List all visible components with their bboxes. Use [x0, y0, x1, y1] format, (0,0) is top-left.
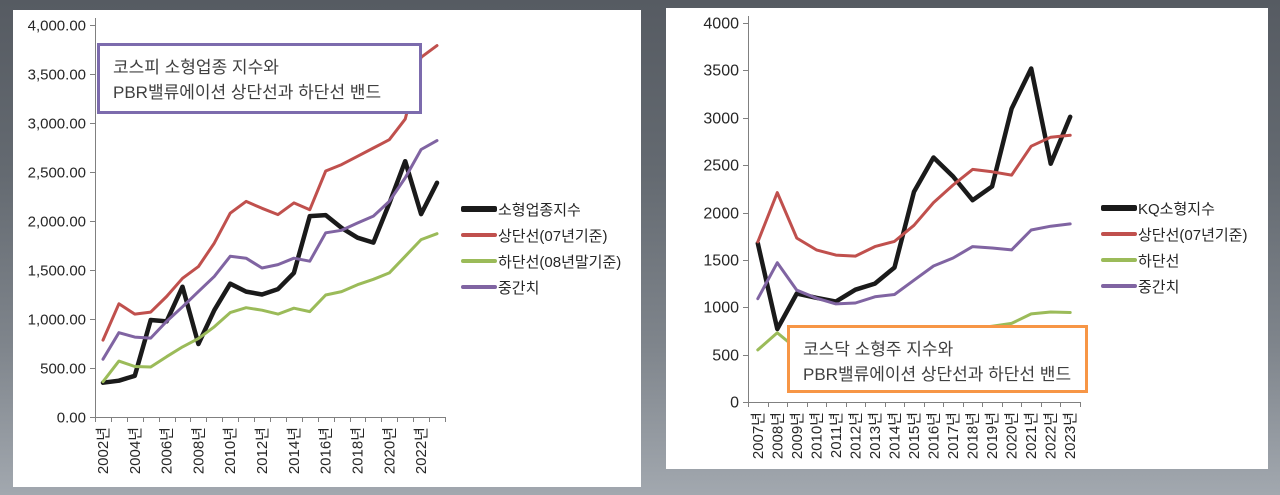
x-tick-label: 2009년	[789, 412, 806, 459]
x-tick-label: 2022년	[1043, 412, 1060, 459]
axes	[748, 16, 1080, 403]
legend-label: 상단선(07년기준)	[498, 227, 608, 245]
annotation-line1: 코스닥 소형주 지수와	[803, 340, 954, 359]
kosdaq-annotation-box: 코스닥 소형주 지수와 PBR밸류에이션 상단선과 하단선 밴드	[787, 325, 1088, 393]
y-tick-label: 500	[712, 348, 739, 365]
y-tick-label: 2,500.00	[28, 165, 86, 182]
x-tick-label: 2021년	[1023, 412, 1040, 459]
series-line-0	[100, 158, 440, 385]
x-tick-label: 2006년	[159, 427, 176, 474]
y-tick-label: 0	[730, 395, 739, 412]
x-axis-ticks	[95, 417, 446, 422]
legend-line-swatch	[1101, 284, 1137, 288]
x-tick-label: 2020년	[381, 427, 398, 474]
y-tick-label: 1,500.00	[28, 263, 86, 280]
y-tick-label: 3,500.00	[28, 67, 86, 84]
x-tick-label: 2007년	[750, 412, 767, 459]
x-tick-label: 2018년	[965, 412, 982, 459]
x-axis-ticks	[748, 402, 1081, 407]
x-tick-label: 2014년	[286, 427, 303, 474]
y-tick-label: 2,000.00	[28, 214, 86, 231]
legend-line-swatch	[1101, 232, 1137, 236]
x-tick-label: 2017년	[945, 412, 962, 459]
y-tick-label: 500.00	[40, 361, 86, 378]
x-tick-label: 2023년	[1062, 412, 1079, 459]
legend-item-3: 중간치	[1101, 273, 1247, 299]
legend-item-1: 상단선(07년기준)	[461, 222, 621, 248]
y-axis-ticks: 0 500 1000 1500 2000 2500 3000 3500 4000	[703, 16, 748, 412]
x-tick-label: 2014년	[886, 412, 903, 459]
x-axis-labels: 2007년 2008년 2009년 2010년 2011년 2012년 2013년 2014년…	[750, 412, 1079, 459]
x-tick-label: 2010년	[222, 427, 239, 474]
legend-label: 중간치	[1138, 278, 1180, 296]
kospi-annotation-box: 코스피 소형업종 지수와 PBR밸류에이션 상단선과 하단선 밴드	[97, 43, 422, 114]
y-tick-label: 1,000.00	[28, 312, 86, 329]
legend-item-2: 하단선	[1101, 247, 1247, 273]
legend-label: 중간치	[498, 279, 540, 297]
legend-item-0: 소형업종지수	[461, 196, 621, 222]
y-axis-ticks: 0.00 500.00 1,000.00 1,500.00 2,000.00 2,500.…	[28, 18, 95, 427]
legend-label: 소형업종지수	[498, 201, 581, 219]
legend-line-swatch	[461, 259, 497, 263]
x-tick-label: 2015년	[906, 412, 923, 459]
x-tick-label: 2022년	[413, 427, 430, 474]
x-tick-label: 2008년	[769, 412, 786, 459]
x-tick-label: 2010년	[808, 412, 825, 459]
x-tick-label: 2018년	[350, 427, 367, 474]
x-tick-label: 2012년	[254, 427, 271, 474]
kosdaq-chart-panel: 0 500 1000 1500 2000 2500 3000 3500 4000 2007년 200…	[666, 8, 1268, 469]
y-tick-label: 2000	[703, 206, 739, 223]
y-tick-label: 3,000.00	[28, 116, 86, 133]
y-tick-label: 1500	[703, 253, 739, 270]
series-line-2	[101, 232, 439, 384]
legend-item-1: 상단선(07년기준)	[1101, 221, 1247, 247]
legend-item-0: KQ소형지수	[1101, 195, 1247, 221]
y-tick-label: 3000	[703, 111, 739, 128]
kospi-line-chart: 0.00 500.00 1,000.00 1,500.00 2,000.00 2,500.…	[28, 18, 446, 474]
legend-label: KQ소형지수	[1138, 200, 1215, 218]
legend-line-swatch	[461, 206, 497, 212]
series-line-3	[756, 222, 1072, 306]
legend-line-swatch	[1101, 258, 1137, 262]
x-tick-label: 2002년	[95, 427, 112, 474]
annotation-line2: PBR밸류에이션 상단선과 하단선 밴드	[803, 365, 1072, 384]
y-tick-label: 3500	[703, 63, 739, 80]
x-axis-labels: 2002년 2004년 2006년 2008년 2010년 2012년 2014년 2016년…	[95, 427, 430, 474]
annotation-line2: PBR밸류에이션 상단선과 하단선 밴드	[113, 83, 382, 102]
series-line-1	[756, 133, 1072, 258]
x-tick-label: 2020년	[1004, 412, 1021, 459]
legend-label: 하단선(08년말기준)	[498, 253, 622, 271]
legend-line-swatch	[461, 285, 497, 289]
legend-label: 하단선	[1138, 252, 1180, 270]
legend-item-2: 하단선(08년말기준)	[461, 248, 621, 274]
x-tick-label: 2004년	[127, 427, 144, 474]
series-line-1	[101, 44, 439, 342]
x-tick-label: 2011년	[828, 412, 845, 458]
annotation-line1: 코스피 소형업종 지수와	[113, 58, 279, 77]
x-tick-label: 2013년	[867, 412, 884, 459]
x-tick-label: 2016년	[318, 427, 335, 474]
y-tick-label: 2500	[703, 158, 739, 175]
legend-line-swatch	[1101, 205, 1137, 211]
y-tick-label: 4000	[703, 16, 739, 33]
x-tick-label: 2019년	[984, 412, 1001, 459]
kospi-chart-panel: 0.00 500.00 1,000.00 1,500.00 2,000.00 2,500.…	[13, 10, 641, 487]
x-tick-label: 2012년	[847, 412, 864, 459]
legend-item-3: 중간치	[461, 274, 621, 300]
legend-line-swatch	[461, 233, 497, 237]
series-line-3	[101, 139, 439, 361]
y-tick-label: 1000	[703, 300, 739, 317]
x-tick-label: 2008년	[190, 427, 207, 474]
legend-label: 상단선(07년기준)	[1138, 226, 1248, 244]
x-tick-label: 2016년	[926, 412, 943, 459]
y-tick-label: 4,000.00	[28, 18, 86, 35]
y-tick-label: 0.00	[57, 410, 86, 427]
series-line-0	[755, 66, 1073, 332]
